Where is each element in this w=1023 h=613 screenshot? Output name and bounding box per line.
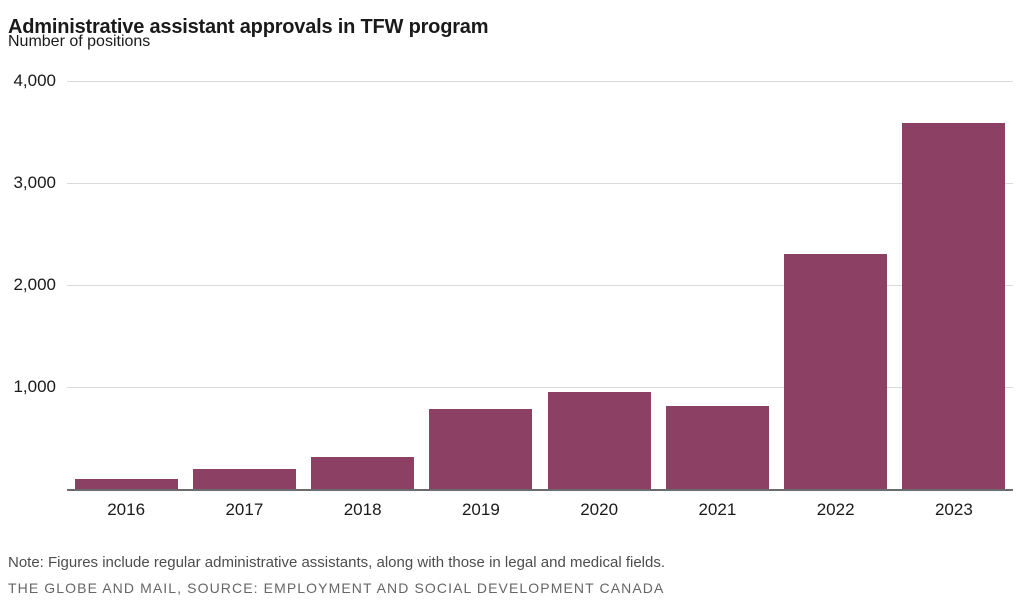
gridline (67, 285, 1013, 286)
y-axis-labels: 4,000 3,000 2,000 1,000 (0, 71, 56, 489)
x-tick-label: 2021 (698, 500, 737, 519)
y-tick-label: 4,000 (13, 71, 56, 90)
gridline (67, 387, 1013, 388)
plot-area (67, 81, 1013, 491)
bar-2022 (784, 254, 888, 489)
chart-subtitle: Number of positions (8, 33, 151, 50)
y-tick-label: 2,000 (13, 275, 56, 294)
y-tick-label: 1,000 (13, 377, 56, 396)
bar-2016 (74, 478, 178, 489)
x-tick-label: 2018 (343, 500, 382, 519)
bar-2021 (665, 405, 769, 489)
gridline (67, 81, 1013, 82)
x-axis-labels: 2016 2017 2018 2019 2020 2021 2022 2023 (67, 500, 1013, 524)
y-tick-label: 3,000 (13, 173, 56, 192)
chart-title: Administrative assistant approvals in TF… (8, 16, 489, 39)
source-credit: THE GLOBE AND MAIL, SOURCE: EMPLOYMENT A… (8, 580, 665, 596)
gridline (67, 183, 1013, 184)
x-tick-label: 2017 (225, 500, 264, 519)
bar-2020 (547, 392, 651, 489)
x-tick-label: 2016 (107, 500, 146, 519)
bar-2018 (311, 457, 415, 489)
x-tick-label: 2019 (461, 500, 500, 519)
bar-2023 (902, 122, 1006, 489)
bar-2017 (192, 468, 296, 489)
x-tick-label: 2020 (580, 500, 619, 519)
x-tick-label: 2023 (934, 500, 973, 519)
bar-2019 (429, 409, 533, 489)
x-tick-label: 2022 (816, 500, 855, 519)
footnote: Note: Figures include regular administra… (8, 554, 666, 571)
